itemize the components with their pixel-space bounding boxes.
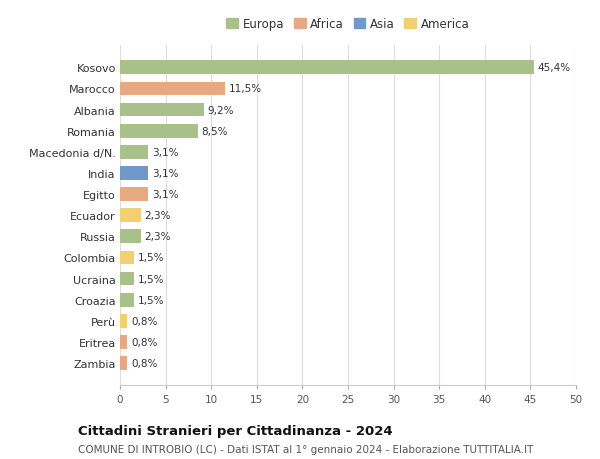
Text: 45,4%: 45,4% bbox=[538, 63, 571, 73]
Bar bbox=[120, 251, 134, 265]
Text: 0,8%: 0,8% bbox=[131, 316, 157, 326]
Bar bbox=[120, 103, 204, 117]
Text: 2,3%: 2,3% bbox=[145, 232, 171, 242]
Bar bbox=[120, 293, 134, 307]
Bar bbox=[120, 209, 141, 223]
Legend: Europa, Africa, Asia, America: Europa, Africa, Asia, America bbox=[226, 18, 470, 31]
Text: 9,2%: 9,2% bbox=[208, 106, 234, 115]
Text: 1,5%: 1,5% bbox=[137, 274, 164, 284]
Text: 2,3%: 2,3% bbox=[145, 211, 171, 221]
Text: 11,5%: 11,5% bbox=[229, 84, 262, 94]
Bar bbox=[120, 62, 534, 75]
Bar bbox=[120, 230, 141, 244]
Text: 3,1%: 3,1% bbox=[152, 190, 178, 200]
Bar bbox=[120, 357, 127, 370]
Text: 1,5%: 1,5% bbox=[137, 253, 164, 263]
Bar bbox=[120, 146, 148, 159]
Bar bbox=[120, 124, 197, 138]
Text: 1,5%: 1,5% bbox=[137, 295, 164, 305]
Text: 3,1%: 3,1% bbox=[152, 147, 178, 157]
Bar bbox=[120, 336, 127, 349]
Text: 8,5%: 8,5% bbox=[201, 126, 227, 136]
Bar bbox=[120, 167, 148, 180]
Bar bbox=[120, 83, 225, 96]
Text: Cittadini Stranieri per Cittadinanza - 2024: Cittadini Stranieri per Cittadinanza - 2… bbox=[78, 425, 392, 437]
Text: 3,1%: 3,1% bbox=[152, 168, 178, 179]
Text: COMUNE DI INTROBIO (LC) - Dati ISTAT al 1° gennaio 2024 - Elaborazione TUTTITALI: COMUNE DI INTROBIO (LC) - Dati ISTAT al … bbox=[78, 444, 533, 454]
Bar bbox=[120, 272, 134, 286]
Bar bbox=[120, 314, 127, 328]
Bar bbox=[120, 188, 148, 202]
Text: 0,8%: 0,8% bbox=[131, 358, 157, 368]
Text: 0,8%: 0,8% bbox=[131, 337, 157, 347]
